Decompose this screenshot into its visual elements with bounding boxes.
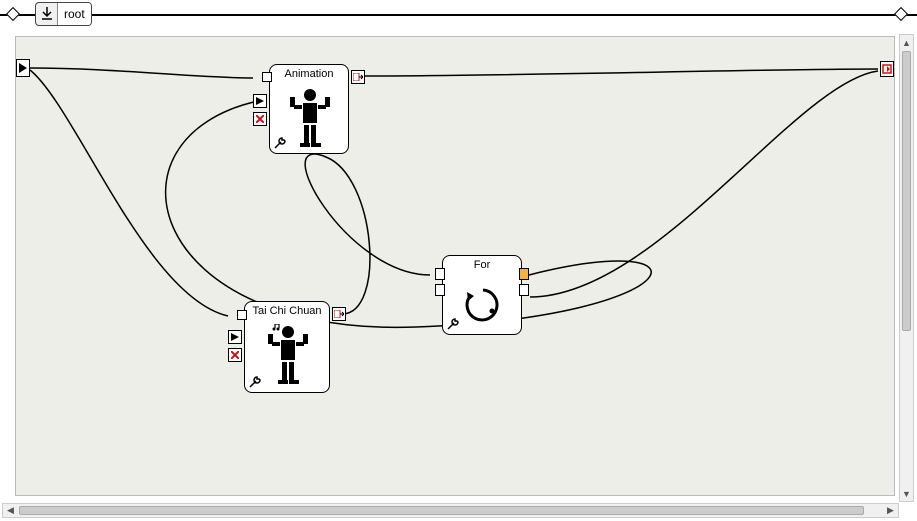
node-animation-out-button[interactable] xyxy=(351,70,365,84)
root-collapse-button[interactable] xyxy=(36,3,58,25)
wrench-icon[interactable] xyxy=(248,375,262,389)
node-taichi-out-button[interactable] xyxy=(332,307,346,321)
node-taichi-title: Tai Chi Chuan xyxy=(245,305,329,317)
node-animation-play-button[interactable] xyxy=(253,94,267,108)
vertical-scrollbar[interactable]: ▲ ▼ xyxy=(899,34,914,502)
loop-icon xyxy=(462,284,504,326)
scroll-up-arrow[interactable]: ▲ xyxy=(900,35,913,50)
scroll-left-arrow[interactable]: ◀ xyxy=(3,504,18,517)
node-for-out-port-2[interactable] xyxy=(519,284,529,296)
robot-music-icon xyxy=(261,324,315,388)
node-taichi-input-port[interactable] xyxy=(237,310,247,320)
wrench-icon[interactable] xyxy=(273,136,287,150)
scroll-right-arrow[interactable]: ▶ xyxy=(883,504,898,517)
scroll-v-thumb[interactable] xyxy=(902,51,911,331)
node-taichi[interactable]: Tai Chi Chuan xyxy=(244,301,330,393)
node-for-title: For xyxy=(443,259,521,271)
node-animation[interactable]: Animation xyxy=(269,64,349,154)
graph-exit-port[interactable] xyxy=(880,61,894,77)
root-box[interactable]: root xyxy=(35,2,92,26)
node-for-in-port-1[interactable] xyxy=(435,268,445,280)
node-for[interactable]: For xyxy=(442,255,522,335)
node-animation-input-port[interactable] xyxy=(262,72,272,82)
root-end-diamond[interactable] xyxy=(894,7,908,21)
robot-icon xyxy=(285,87,335,149)
scroll-down-arrow[interactable]: ▼ xyxy=(900,486,913,501)
root-timeline-bar xyxy=(0,14,917,16)
root-label: root xyxy=(58,3,91,25)
node-for-out-port-1[interactable] xyxy=(519,268,529,280)
node-animation-stop-button[interactable] xyxy=(253,112,267,126)
node-for-in-port-2[interactable] xyxy=(435,284,445,296)
canvas-wrap: Animation xyxy=(2,34,914,518)
wrench-icon[interactable] xyxy=(446,317,460,331)
flow-canvas[interactable]: Animation xyxy=(15,36,895,496)
root-start-diamond[interactable] xyxy=(6,7,20,21)
node-animation-title: Animation xyxy=(270,68,348,80)
horizontal-scrollbar[interactable]: ◀ ▶ xyxy=(2,503,899,518)
graph-entry-port[interactable] xyxy=(16,59,30,77)
node-taichi-play-button[interactable] xyxy=(228,330,242,344)
node-taichi-stop-button[interactable] xyxy=(228,348,242,362)
scroll-h-thumb[interactable] xyxy=(19,506,864,515)
